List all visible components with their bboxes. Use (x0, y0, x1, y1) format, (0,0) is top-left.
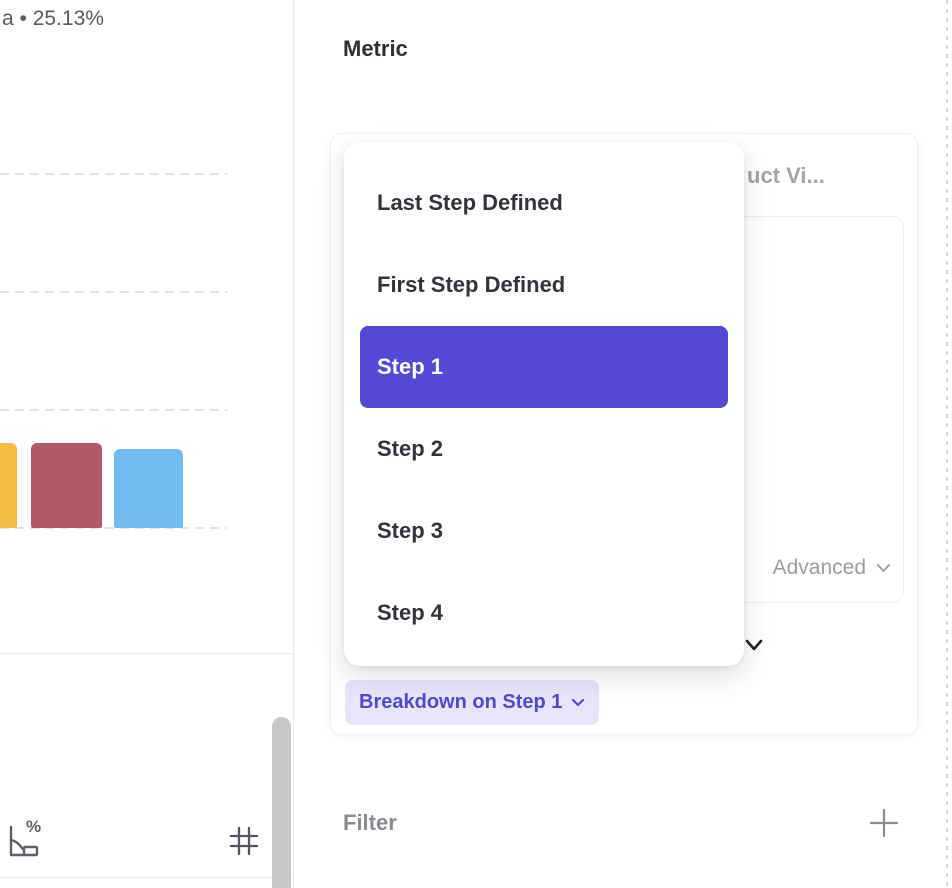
advanced-toggle[interactable]: Advanced (773, 556, 891, 580)
gridline (0, 409, 227, 411)
breakdown-on-step-button[interactable]: Breakdown on Step 1 (345, 680, 600, 725)
menu-item-step-1-selected[interactable]: Step 1 (360, 326, 728, 408)
hash-grid-icon[interactable] (228, 826, 260, 856)
vertical-scrollbar[interactable] (272, 717, 291, 888)
menu-item-step-4[interactable]: Step 4 (377, 600, 444, 625)
filter-section-label: Filter (343, 810, 397, 835)
section-divider (0, 653, 293, 654)
event-name-truncated[interactable]: uct Vi... (747, 163, 825, 188)
chevron-down-icon (571, 698, 585, 707)
breakdown-label: Breakdown on Step 1 (359, 691, 563, 713)
menu-item-step-2[interactable]: Step 2 (377, 436, 444, 461)
panel-resize-edge[interactable] (946, 0, 948, 888)
menu-item-last-step-defined[interactable]: Last Step Defined (377, 190, 563, 215)
collapse-chevron-icon[interactable] (744, 637, 764, 653)
funnel-bar-3[interactable] (114, 449, 183, 528)
section-divider (0, 877, 293, 878)
gridline (0, 173, 227, 175)
funnel-bar-1[interactable] (0, 443, 17, 528)
panel-border (293, 0, 294, 888)
gridline (0, 291, 227, 293)
menu-item-first-step-defined[interactable]: First Step Defined (377, 272, 566, 297)
funnel-bar-2[interactable] (31, 443, 102, 528)
advanced-label: Advanced (772, 556, 866, 579)
gridline (0, 527, 227, 529)
conversion-chart-percent-icon[interactable]: % (6, 818, 46, 860)
step-select-menu: Last Step Defined First Step Defined Ste… (344, 142, 744, 666)
metric-section-title: Metric (343, 36, 408, 61)
menu-item-step-3[interactable]: Step 3 (377, 518, 444, 543)
chevron-down-icon (876, 563, 891, 573)
legend-label: a • 25.13% (2, 7, 104, 30)
add-filter-plus-icon[interactable] (869, 808, 899, 838)
svg-text:%: % (26, 818, 41, 836)
